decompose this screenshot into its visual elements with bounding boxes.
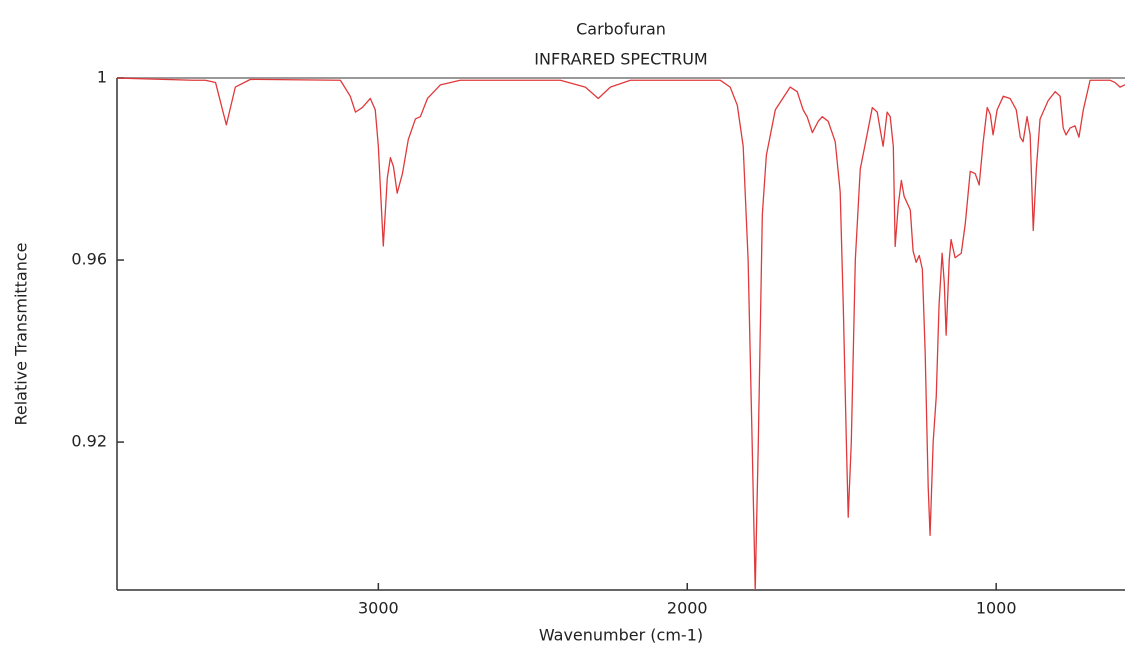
- y-axis-label: Relative Transmittance: [12, 242, 31, 425]
- y-tick-label: 1: [97, 68, 107, 87]
- spectrum-line: [117, 77, 1125, 590]
- chart-subtitle: INFRARED SPECTRUM: [534, 50, 707, 69]
- x-tick-label: 3000: [358, 599, 399, 618]
- x-tick-label: 1000: [976, 599, 1017, 618]
- x-tick-label: 2000: [667, 599, 708, 618]
- x-axis-label: Wavenumber (cm-1): [539, 626, 703, 645]
- y-tick-label: 0.92: [71, 432, 107, 451]
- chart-title: Carbofuran: [576, 20, 666, 39]
- y-tick-label: 0.96: [71, 250, 107, 269]
